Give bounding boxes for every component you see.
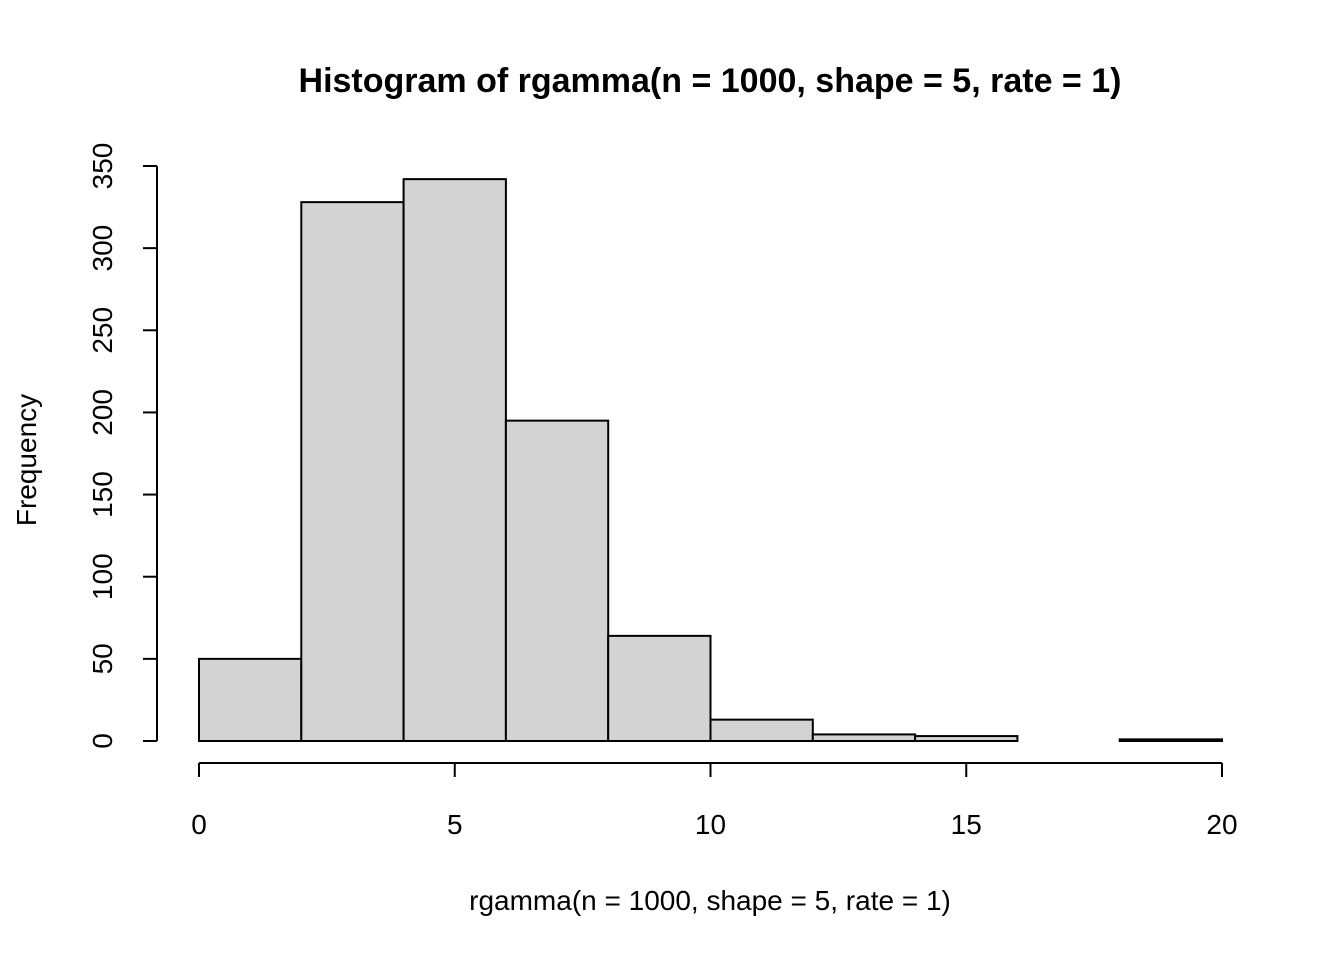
- histogram-bar-2: [402, 178, 507, 742]
- histogram-bars: [198, 178, 1223, 743]
- histogram-bar-4: [607, 634, 712, 742]
- x-tick-label-5: 5: [447, 809, 463, 840]
- y-axis: 0 50 100 150 200 250 300 350: [87, 143, 158, 749]
- histogram-bar-9: [1118, 738, 1223, 742]
- x-axis-label: rgamma(n = 1000, shape = 5, rate = 1): [469, 885, 951, 916]
- histogram-bar-6: [811, 733, 917, 743]
- x-axis: 0 5 10 15 20: [191, 762, 1238, 840]
- histogram-bar-0: [198, 657, 303, 742]
- histogram-bar-5: [709, 718, 814, 743]
- y-tick-label-300: 300: [87, 225, 118, 272]
- y-tick-label-200: 200: [87, 389, 118, 436]
- y-tick-label-0: 0: [87, 733, 118, 749]
- x-tick-label-0: 0: [191, 809, 207, 840]
- y-tick-label-350: 350: [87, 143, 118, 190]
- x-tick-label-15: 15: [951, 809, 982, 840]
- x-tick-label-10: 10: [695, 809, 726, 840]
- histogram-bar-1: [300, 201, 405, 742]
- chart-title: Histogram of rgamma(n = 1000, shape = 5,…: [299, 62, 1122, 100]
- x-tick-label-20: 20: [1206, 809, 1237, 840]
- histogram-bar-7: [914, 735, 1019, 742]
- y-tick-label-150: 150: [87, 471, 118, 518]
- histogram-bar-3: [504, 419, 610, 742]
- y-tick-label-100: 100: [87, 553, 118, 600]
- y-tick-label-50: 50: [87, 643, 118, 674]
- y-axis-label: Frequency: [11, 394, 42, 526]
- y-tick-label-250: 250: [87, 307, 118, 354]
